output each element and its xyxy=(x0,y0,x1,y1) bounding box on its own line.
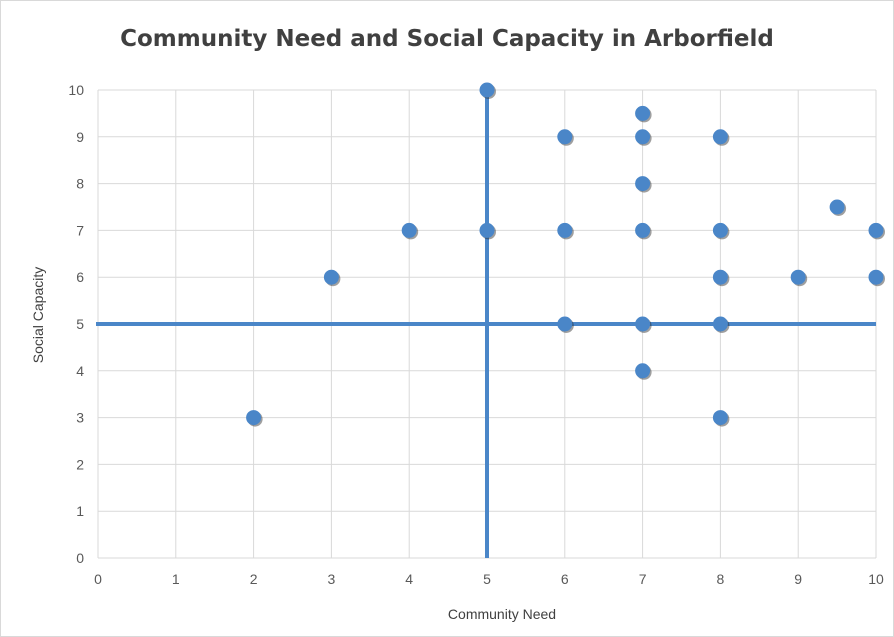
y-tick-label: 7 xyxy=(76,222,84,238)
y-tick-label: 1 xyxy=(76,503,84,519)
x-tick-label: 6 xyxy=(561,571,569,587)
chart-title: Community Need and Social Capacity in Ar… xyxy=(120,26,774,52)
x-tick-label: 1 xyxy=(172,571,180,587)
y-tick-label: 8 xyxy=(76,176,84,192)
data-point xyxy=(712,269,728,285)
data-point xyxy=(712,410,728,426)
data-point xyxy=(246,410,262,426)
y-tick-label: 9 xyxy=(76,129,84,145)
data-point xyxy=(712,129,728,145)
data-point xyxy=(401,222,417,238)
x-tick-label: 0 xyxy=(94,571,102,587)
data-point xyxy=(635,176,651,192)
y-tick-label: 0 xyxy=(76,550,84,566)
x-axis-title: Community Need xyxy=(447,606,557,622)
x-tick-label: 10 xyxy=(868,571,884,587)
x-tick-label: 8 xyxy=(717,571,725,587)
y-tick-label: 6 xyxy=(76,269,84,285)
y-tick-label: 10 xyxy=(68,82,84,98)
data-point xyxy=(479,222,495,238)
data-points xyxy=(246,82,885,427)
data-point xyxy=(479,82,495,98)
y-tick-label: 5 xyxy=(76,316,84,332)
x-tick-label: 2 xyxy=(250,571,258,587)
data-point xyxy=(557,316,573,332)
y-tick-label: 2 xyxy=(76,456,84,472)
data-point xyxy=(635,222,651,238)
data-point xyxy=(829,199,845,215)
data-point xyxy=(323,269,339,285)
data-point xyxy=(868,269,884,285)
x-tick-label: 4 xyxy=(405,571,413,587)
data-point xyxy=(635,129,651,145)
y-tick-label: 4 xyxy=(76,363,84,379)
data-point xyxy=(635,105,651,121)
x-tick-label: 7 xyxy=(639,571,647,587)
x-tick-label: 3 xyxy=(328,571,336,587)
data-point xyxy=(557,129,573,145)
data-point xyxy=(868,222,884,238)
data-point xyxy=(712,222,728,238)
x-tick-label: 5 xyxy=(483,571,491,587)
x-tick-label: 9 xyxy=(794,571,802,587)
reference-lines xyxy=(96,90,876,558)
tick-layer: 0 1 2 3 4 5 6 7 8 9 10 0 1 2 3 4 5 6 7 8 9 10 xyxy=(68,82,884,587)
data-point xyxy=(790,269,806,285)
data-point xyxy=(712,316,728,332)
y-tick-label: 3 xyxy=(76,410,84,426)
data-point xyxy=(635,316,651,332)
data-point xyxy=(635,363,651,379)
data-point xyxy=(557,222,573,238)
